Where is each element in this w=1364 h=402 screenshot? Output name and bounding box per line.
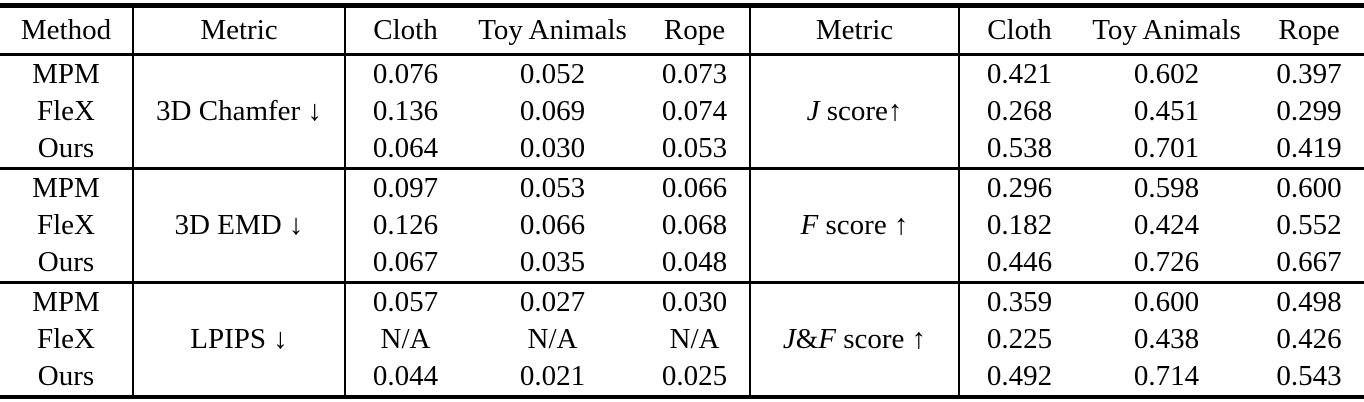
value-cell: 0.066 [519, 209, 586, 241]
value-cell: 0.714 [1133, 360, 1200, 392]
value-cell: 0.136 [372, 95, 439, 127]
mathcal-f-symbol: F [800, 209, 819, 241]
metric-right-cell: J&F score ↑ [750, 281, 960, 397]
value-cell: 0.421 [986, 58, 1053, 90]
header-toy-animals-left: Toy Animals [465, 5, 640, 56]
value-cell: 0.044 [372, 360, 439, 392]
metric-right-cell: F score ↑ [750, 167, 960, 283]
value-cell: 0.053 [640, 130, 751, 169]
mathcal-j-symbol: J [782, 323, 796, 355]
value-cell: 0.068 [640, 207, 751, 244]
method-cell: MPM [0, 54, 134, 93]
header-cloth-right: Cloth [959, 5, 1079, 56]
value-cell: 0.074 [640, 93, 751, 130]
method-cell: FleX [0, 321, 134, 358]
value-cell: 0.538 [986, 132, 1053, 164]
value-cell: 0.225 [986, 323, 1053, 355]
metric-left-cell: 3D Chamfer ↓ [133, 54, 346, 169]
value-cell: 0.073 [640, 54, 751, 93]
value-cell: 0.097 [345, 167, 465, 207]
mathcal-f-symbol: F [818, 323, 836, 355]
value-cell: 0.021 [519, 360, 586, 392]
value-cell: 0.498 [1254, 281, 1364, 321]
metric-left-cell: LPIPS ↓ [133, 281, 346, 397]
table-row: MPM 3D EMD ↓ 0.097 0.053 0.066 F score ↑… [0, 167, 1364, 283]
value-cell: 0.076 [372, 58, 439, 90]
value-cell: 0.451 [1133, 95, 1200, 127]
header-row: Method Metric Cloth Toy Animals Rope Met… [0, 5, 1364, 56]
value-cell: 0.027 [465, 281, 640, 321]
table-row: Ours 0.064 0.030 0.053 0.538 0.701 0.419 [0, 130, 1364, 169]
header-metric-right: Metric [750, 5, 960, 56]
method-cell: Ours [0, 358, 134, 397]
header-cloth-left: Cloth [345, 5, 465, 56]
mathcal-j-symbol: J [806, 95, 820, 127]
value-cell: 0.296 [959, 167, 1079, 207]
results-table: Method Metric Cloth Toy Animals Rope Met… [0, 3, 1364, 399]
metric-right-cell: J score↑ [750, 54, 960, 169]
header-toy-animals-right: Toy Animals [1079, 5, 1254, 56]
method-cell: Ours [0, 130, 134, 169]
method-cell: FleX [0, 93, 134, 130]
value-cell: 0.359 [959, 281, 1079, 321]
header-metric-left: Metric [133, 5, 346, 56]
table-row: FleX 0.126 0.066 0.068 0.182 0.424 0.552 [0, 207, 1364, 244]
header-rope-left: Rope [640, 5, 751, 56]
method-cell: MPM [0, 167, 134, 207]
value-cell: 0.598 [1079, 167, 1254, 207]
value-cell: 0.053 [465, 167, 640, 207]
table-row: MPM LPIPS ↓ 0.057 0.027 0.030 J&F score … [0, 281, 1364, 397]
value-cell: 0.025 [640, 358, 751, 397]
value-cell: 0.726 [1133, 246, 1200, 278]
ampersand: & [795, 323, 819, 355]
value-cell: 0.030 [519, 132, 586, 164]
value-cell: 0.492 [986, 360, 1053, 392]
value-cell: 0.035 [519, 246, 586, 278]
value-cell: N/A [527, 323, 578, 355]
value-cell: 0.552 [1276, 209, 1342, 241]
value-cell: 0.030 [640, 281, 751, 321]
value-cell: 0.602 [1133, 58, 1200, 90]
metric-label-text: score ↑ [835, 323, 927, 355]
value-cell: 0.066 [640, 167, 751, 207]
value-cell: 0.126 [372, 209, 439, 241]
value-cell: 0.446 [986, 246, 1053, 278]
value-cell: 0.438 [1133, 323, 1200, 355]
metric-label-text: score↑ [819, 95, 903, 127]
metric-label-text: score ↑ [818, 209, 909, 241]
value-cell: 0.064 [372, 132, 439, 164]
table-row: FleX N/A N/A N/A 0.225 0.438 0.426 [0, 321, 1364, 358]
value-cell: 0.299 [1276, 95, 1342, 127]
value-cell: 0.397 [1276, 58, 1342, 90]
value-cell: 0.057 [345, 281, 465, 321]
value-cell: 0.600 [1254, 167, 1364, 207]
value-cell: 0.424 [1133, 209, 1200, 241]
value-cell: 0.426 [1276, 323, 1342, 355]
value-cell: N/A [640, 321, 751, 358]
header-rope-right: Rope [1254, 5, 1364, 56]
value-cell: 0.543 [1276, 360, 1342, 392]
value-cell: 0.067 [372, 246, 439, 278]
method-cell: FleX [0, 207, 134, 244]
value-cell: 0.701 [1133, 132, 1200, 164]
value-cell: 0.268 [986, 95, 1053, 127]
header-method: Method [0, 5, 134, 56]
value-cell: 0.048 [640, 244, 751, 283]
value-cell: 0.182 [986, 209, 1053, 241]
value-cell: 0.069 [519, 95, 586, 127]
value-cell: 0.600 [1079, 281, 1254, 321]
value-cell: 0.667 [1276, 246, 1342, 278]
method-cell: Ours [0, 244, 134, 283]
value-cell: 0.052 [519, 58, 586, 90]
table-row: MPM 3D Chamfer ↓ 0.076 0.052 0.073 J sco… [0, 54, 1364, 169]
metric-left-cell: 3D EMD ↓ [133, 167, 346, 283]
value-cell: 0.419 [1276, 132, 1342, 164]
table-row: FleX 0.136 0.069 0.074 0.268 0.451 0.299 [0, 93, 1364, 130]
value-cell: N/A [380, 323, 431, 355]
method-cell: MPM [0, 281, 134, 321]
table-row: Ours 0.044 0.021 0.025 0.492 0.714 0.543 [0, 358, 1364, 397]
table-row: Ours 0.067 0.035 0.048 0.446 0.726 0.667 [0, 244, 1364, 283]
